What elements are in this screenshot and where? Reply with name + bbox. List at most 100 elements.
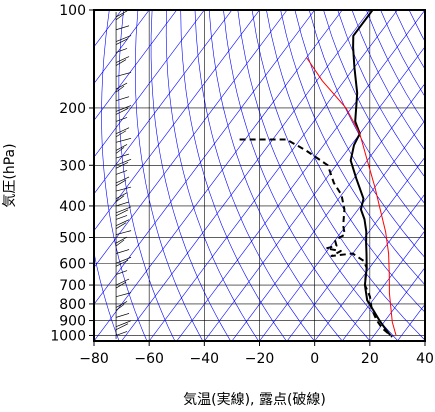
wind-barb: [115, 270, 128, 275]
wind-barb: [115, 292, 132, 298]
wind-barb: [115, 48, 128, 53]
wind-barb: [115, 82, 128, 90]
x-axis-title: 気温(実線), 露点(破線): [183, 392, 326, 408]
isotherm-line: [176, 10, 425, 341]
wind-barb-feather: [115, 130, 127, 138]
wind-barb: [115, 153, 130, 159]
wind-barb: [115, 127, 130, 135]
wind-barb: [115, 313, 130, 318]
wind-barb-feather: [115, 85, 125, 93]
wind-barb-feather: [115, 281, 127, 289]
wind-barb: [115, 10, 128, 18]
dew-point-profile: [239, 138, 393, 338]
isotherm-line: [94, 10, 205, 158]
isotherm-line: [94, 10, 288, 268]
dry-adiabat-line: [165, 10, 259, 341]
y-tick-label: 400: [59, 199, 86, 215]
wind-barb: [115, 331, 128, 336]
wind-barb: [115, 158, 132, 166]
y-tick-label: 700: [59, 278, 86, 294]
isotherm-line: [94, 10, 343, 341]
x-tick-label: 40: [416, 351, 434, 367]
dry-adiabat-line: [194, 10, 315, 341]
isotherm-line: [342, 230, 425, 341]
wind-barb: [115, 256, 132, 264]
wind-barb: [115, 137, 132, 143]
dry-adiabat-line: [150, 10, 231, 341]
wind-barb-feather: [115, 59, 127, 66]
dry-adiabat-line: [351, 10, 425, 151]
wind-barb: [115, 170, 128, 175]
y-tick-label: 300: [59, 158, 86, 174]
dry-adiabat-line: [134, 10, 204, 341]
temperature-profile: [349, 10, 392, 337]
wind-barb: [115, 219, 130, 227]
dry-adiabat-line: [223, 10, 371, 341]
wind-barb-feather: [115, 323, 129, 331]
wind-barb: [115, 25, 130, 31]
y-tick-label: 600: [59, 256, 86, 272]
isotherm-line: [94, 10, 233, 195]
wind-barb-feather: [115, 161, 129, 169]
wind-barb: [115, 278, 130, 286]
wind-barb: [115, 176, 130, 184]
wind-barb-feather: [115, 195, 125, 202]
wind-barb-feather: [115, 222, 127, 229]
wind-barbs: [115, 10, 132, 339]
isotherm-line: [148, 10, 398, 341]
wind-barb: [115, 56, 130, 63]
isotherm-line: [369, 266, 425, 341]
wind-barb: [115, 144, 128, 151]
dry-adiabat-line: [180, 10, 287, 341]
skewed-isotherms: [94, 10, 425, 341]
wind-barb: [115, 249, 130, 254]
x-tick-label: 0: [310, 351, 319, 367]
isotherm-line: [94, 10, 260, 232]
x-tick-label: 20: [361, 351, 379, 367]
wind-barb: [115, 301, 128, 308]
wind-barb-feather: [115, 108, 129, 115]
wind-barb: [115, 192, 128, 200]
dry-adiabat-line: [337, 10, 425, 178]
x-tick-label: −20: [245, 351, 275, 367]
wind-barb: [115, 72, 132, 77]
profile-lines: [239, 10, 397, 338]
wind-barb: [115, 206, 132, 214]
dry-adiabat-line: [308, 10, 425, 232]
dry-adiabat-line: [280, 10, 425, 286]
wind-barb-feather: [115, 179, 127, 187]
wind-barb: [115, 117, 128, 122]
y-tick-label: 500: [59, 230, 86, 246]
y-tick-label: 200: [59, 101, 86, 117]
wind-barb-feather: [115, 209, 129, 217]
isotherm-line: [314, 193, 425, 341]
wind-barb: [115, 35, 132, 42]
wind-barb-feather: [115, 13, 125, 21]
wind-barb: [115, 236, 128, 244]
isotherm-line: [204, 46, 425, 341]
y-tick-label: 900: [59, 314, 86, 330]
wind-barb: [115, 105, 132, 112]
x-tick-label: −60: [134, 351, 164, 367]
wind-barb-feather: [115, 147, 125, 154]
wind-barb: [115, 186, 132, 192]
dry-adiabat-line: [266, 10, 425, 313]
x-axis-ticks: −80 −60 −40 −20 0 20 40: [79, 341, 434, 367]
dry-adiabat-line: [101, 10, 148, 341]
x-tick-label: −40: [190, 351, 220, 367]
wind-barb: [115, 230, 132, 235]
y-tick-label: 1000: [50, 328, 86, 344]
dry-adiabat-line: [118, 10, 176, 341]
isotherm-line: [286, 156, 425, 341]
y-axis-title: 気圧(hPa): [2, 143, 18, 207]
wind-barb-feather: [115, 239, 125, 247]
isotherm-line: [94, 10, 150, 85]
isotherm-line: [121, 10, 371, 341]
dry-adiabat-line: [208, 10, 343, 341]
dry-adiabat-line: [323, 10, 425, 205]
wind-barb-feather: [115, 259, 129, 267]
dry-adiabat-line: [251, 10, 425, 341]
wind-barb: [115, 320, 132, 328]
